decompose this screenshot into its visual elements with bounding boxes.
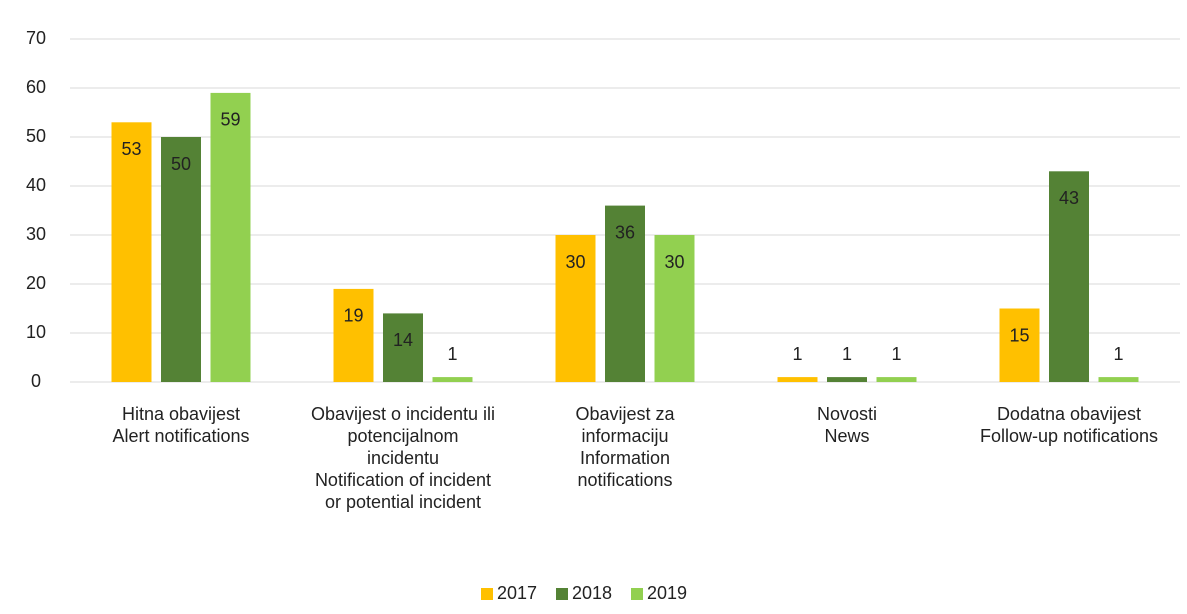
x-tick-label-line: Alert notifications	[112, 426, 249, 446]
x-tick-label-line: potencijalnom	[347, 426, 458, 446]
x-tick-label-line: Obavijest za	[575, 404, 675, 424]
bar	[1098, 377, 1139, 382]
y-tick-label: 70	[26, 28, 46, 48]
x-tick-label-line: Notification of incident	[315, 470, 491, 490]
y-tick-label: 30	[26, 224, 46, 244]
bar	[1049, 171, 1089, 382]
bar	[383, 313, 423, 382]
x-tick-label: Dodatna obavijest Follow-up notifications	[980, 404, 1158, 446]
y-tick-label: 10	[26, 322, 46, 342]
x-tick-label-line: Novosti	[817, 404, 877, 424]
data-label: 36	[615, 222, 635, 242]
bar	[605, 205, 645, 382]
data-label: 50	[171, 154, 191, 174]
data-label: 1	[447, 344, 457, 364]
data-label: 19	[343, 306, 363, 326]
y-tick-label: 50	[26, 126, 46, 146]
x-tick-label-line: or potential incident	[325, 492, 481, 512]
bar	[333, 288, 374, 382]
data-label: 1	[891, 344, 901, 364]
bar	[210, 92, 251, 383]
y-tick-label: 40	[26, 175, 46, 195]
x-tick-label: Novosti News	[817, 404, 877, 446]
x-tick-label-line: Information	[580, 448, 670, 468]
bar	[111, 122, 152, 383]
x-tick-label-line: Follow-up notifications	[980, 426, 1158, 446]
bar	[161, 137, 201, 382]
x-tick-label: Hitna obavijest Alert notifications	[112, 404, 249, 446]
x-tick-label-line: Obavijest o incidentu ili	[311, 404, 495, 424]
data-label: 1	[842, 344, 852, 364]
data-label: 30	[565, 252, 585, 272]
x-tick-label: Obavijest za informaciju Information notifi…	[575, 404, 675, 490]
bar	[999, 308, 1040, 382]
legend-label: 2017	[497, 583, 537, 603]
bar	[876, 377, 917, 382]
bar	[555, 235, 596, 382]
x-tick-label-line: Hitna obavijest	[122, 404, 240, 424]
data-label: 14	[393, 330, 413, 350]
x-tick-label: Obavijest o incidentu ili potencijalnom in…	[311, 404, 495, 512]
legend-label: 2018	[572, 583, 612, 603]
y-tick-label: 60	[26, 77, 46, 97]
y-tick-label: 20	[26, 273, 46, 293]
bar	[827, 377, 867, 382]
legend-swatch	[481, 588, 493, 600]
data-label: 53	[121, 139, 141, 159]
x-tick-label-line: Dodatna obavijest	[997, 404, 1141, 424]
legend-swatch	[556, 588, 568, 600]
x-tick-label-line: notifications	[577, 470, 672, 490]
x-tick-label-line: informaciju	[581, 426, 668, 446]
bar	[432, 377, 473, 382]
data-label: 1	[1113, 344, 1123, 364]
data-label: 30	[664, 252, 684, 272]
legend-swatch	[631, 588, 643, 600]
bar	[654, 235, 695, 382]
y-tick-label: 0	[31, 371, 41, 391]
x-tick-label-line: incidentu	[367, 448, 439, 468]
data-label: 43	[1059, 188, 1079, 208]
data-label: 1	[792, 344, 802, 364]
x-tick-label-line: News	[824, 426, 869, 446]
bar	[777, 377, 818, 382]
data-label: 59	[220, 110, 240, 130]
legend-label: 2019	[647, 583, 687, 603]
data-label: 15	[1009, 325, 1029, 345]
